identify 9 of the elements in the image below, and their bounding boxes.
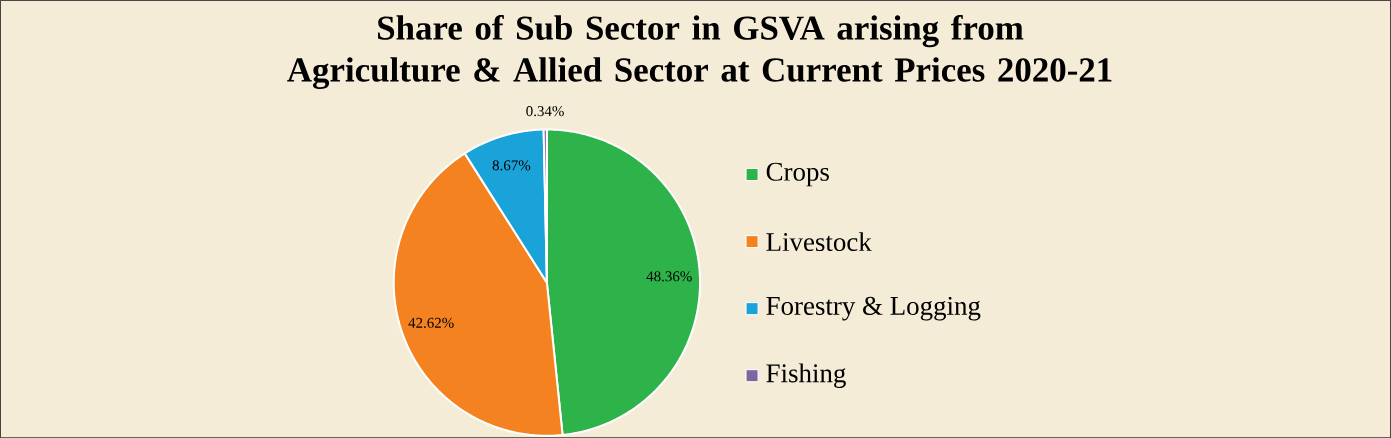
data-label: 42.62% [408,317,454,328]
legend-label: Fishing [766,363,846,388]
data-label: 8.67% [492,160,531,171]
legend-label: Forestry & Logging [766,296,981,321]
data-label: 48.36% [646,271,692,282]
legend-label: Crops [766,162,829,187]
chart-title: Share of Sub Sector in GSVA arising from Agriculture & Allied Sector at Current Prices 2020-21 [287,14,1112,90]
legend-label: Livestock [766,232,872,251]
data-label: 0.34% [526,105,564,117]
